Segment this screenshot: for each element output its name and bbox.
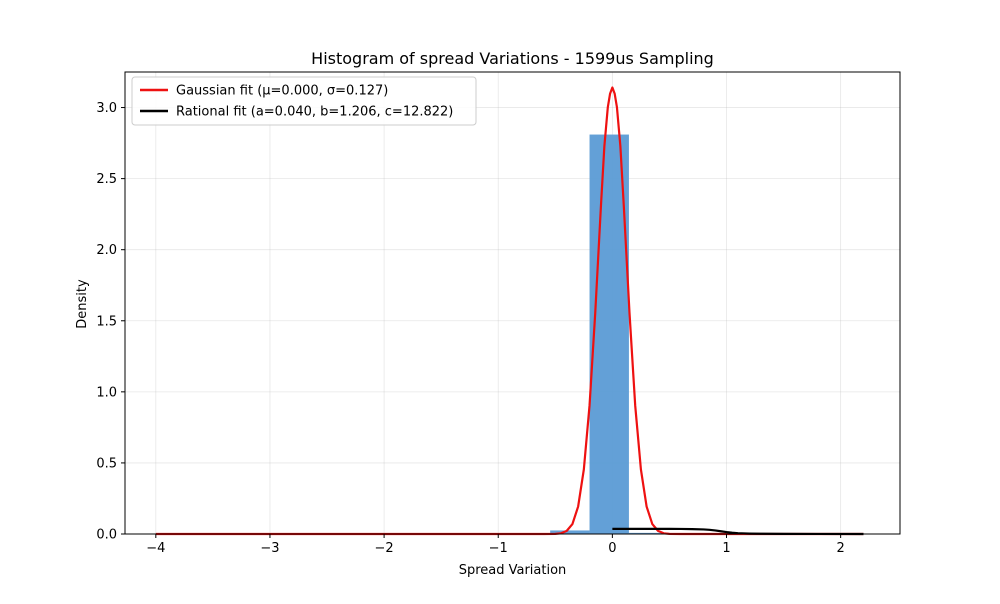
grid-layer (125, 72, 900, 534)
x-tick-label: −4 (146, 541, 165, 556)
y-tick-label: 3.0 (96, 101, 117, 116)
axis-ticks: −4 −3 −2 −1 0 1 2 0.0 0.5 1.0 1.5 2.0 2.5 3.0 (96, 101, 844, 556)
x-axis-label: Spread Variation (459, 563, 567, 578)
y-axis-label: Density (75, 279, 90, 329)
legend-rational-label: Rational fit (a=0.040, b=1.206, c=12.822… (176, 105, 453, 120)
y-tick-label: 2.0 (96, 243, 117, 258)
fit-lines (156, 87, 864, 534)
y-tick-label: 0.0 (96, 528, 117, 543)
y-tick-label: 2.5 (96, 172, 117, 187)
y-tick-label: 1.0 (96, 385, 117, 400)
histogram-bars (471, 135, 865, 534)
gaussian-fit-line (156, 87, 864, 534)
y-tick-label: 0.5 (96, 456, 117, 471)
y-tick-label: 1.5 (96, 314, 117, 329)
x-tick-label: −3 (260, 541, 279, 556)
legend-gaussian-label: Gaussian fit (μ=0.000, σ=0.127) (176, 84, 388, 99)
x-tick-label: −2 (375, 541, 394, 556)
x-tick-label: 1 (722, 541, 730, 556)
legend: Gaussian fit (μ=0.000, σ=0.127) Rational … (132, 77, 476, 125)
x-tick-label: 2 (837, 541, 845, 556)
plot-frame (125, 72, 900, 534)
chart-title: Histogram of spread Variations - 1599us … (311, 49, 714, 68)
x-tick-label: 0 (608, 541, 616, 556)
x-tick-label: −1 (489, 541, 508, 556)
